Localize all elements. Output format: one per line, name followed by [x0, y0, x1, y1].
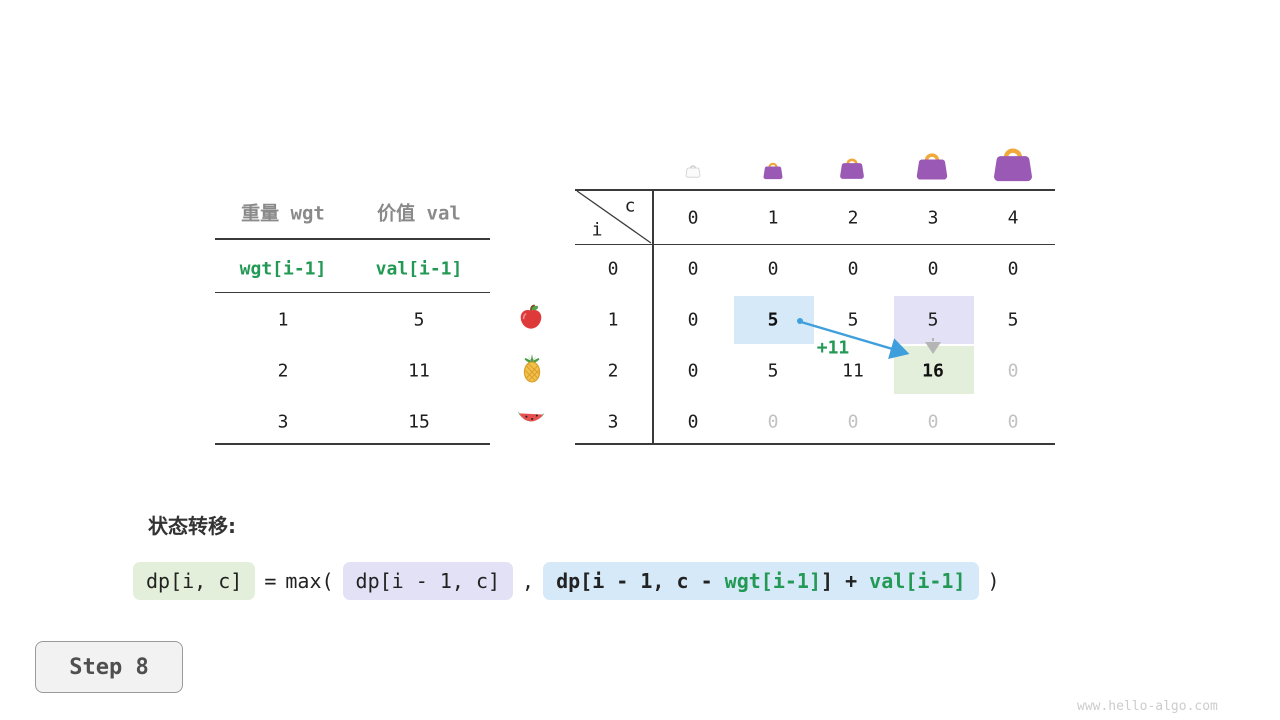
formula-take-part1: dp[i - 1, c -: [556, 569, 725, 593]
dp-corner-row-label: i: [591, 219, 603, 241]
formula-comma: ,: [522, 569, 535, 593]
items-cell-val-3: 15: [408, 411, 430, 433]
formula-chip-skip-option: dp[i - 1, c]: [342, 562, 514, 600]
items-table-line-bottom: [215, 443, 490, 445]
dp-cell-1-0: 0: [687, 309, 699, 331]
dp-cell-0-4: 0: [1007, 258, 1019, 280]
watermark: www.hello-algo.com: [1077, 699, 1218, 714]
items-cell-val-1: 5: [413, 309, 425, 331]
bag-icon-size-1: [762, 160, 784, 184]
dp-cell-2-0: 0: [687, 360, 699, 382]
dp-table-line-header: [575, 244, 1055, 245]
dp-cell-0-3: 0: [927, 258, 939, 280]
bag-icon-empty: [685, 163, 701, 182]
transition-formula: dp[i, c] = max( dp[i - 1, c] , dp[i - 1,…: [133, 558, 1000, 604]
dp-row-header-0: 0: [607, 258, 619, 280]
items-cell-wgt-3: 3: [277, 411, 289, 433]
items-header-value: 价值 val: [377, 202, 461, 225]
dp-cell-2-4: 0: [1007, 360, 1019, 382]
dp-cell-0-1: 0: [767, 258, 779, 280]
dp-cell-1-4: 5: [1007, 309, 1019, 331]
dp-cell-3-0: 0: [687, 411, 699, 433]
step-badge: Step 8: [35, 641, 183, 693]
formula-take-wgt: wgt[i-1]: [724, 569, 821, 593]
arrow-plus-value-label: +11: [816, 337, 850, 359]
dp-cell-0-0: 0: [687, 258, 699, 280]
corner-diagonal-line: [576, 190, 652, 244]
dp-col-header-2: 2: [847, 207, 859, 229]
items-formula-val: val[i-1]: [375, 258, 463, 280]
formula-max-open: max(: [285, 569, 334, 593]
items-header-weight: 重量 wgt: [241, 202, 325, 225]
dp-col-header-4: 4: [1007, 207, 1019, 229]
dp-row-header-1: 1: [607, 309, 619, 331]
formula-take-val: val[i-1]: [869, 569, 966, 593]
dp-col-header-1: 1: [767, 207, 779, 229]
bag-icon-size-3: [914, 149, 950, 185]
dp-table-line-top: [575, 189, 1055, 191]
dp-cell-3-4: 0: [1007, 411, 1019, 433]
apple-icon: [517, 303, 545, 335]
dp-cell-1-1: 5: [767, 309, 779, 331]
items-table-line-top: [215, 238, 490, 240]
formula-chip-dp-current: dp[i, c]: [133, 562, 256, 600]
items-cell-val-2: 11: [408, 360, 430, 382]
dp-cell-2-1: 5: [767, 360, 779, 382]
dp-row-header-2: 2: [607, 360, 619, 382]
watermelon-icon: [516, 406, 546, 436]
formula-close-paren: ): [987, 569, 1000, 593]
dp-cell-1-2: 5: [847, 309, 859, 331]
transition-heading: 状态转移:: [148, 514, 236, 538]
highlight-cell-purple: [894, 296, 974, 344]
dp-cell-2-3: 16: [922, 360, 944, 382]
dp-cell-3-3: 0: [927, 411, 939, 433]
formula-equals: =: [264, 569, 277, 593]
bag-icon-size-4: [991, 143, 1036, 187]
dp-cell-2-2: 11: [842, 360, 864, 382]
dp-row-header-3: 3: [607, 411, 619, 433]
items-formula-wgt: wgt[i-1]: [239, 258, 327, 280]
dp-col-header-0: 0: [687, 207, 699, 229]
dp-cell-0-2: 0: [847, 258, 859, 280]
items-cell-wgt-2: 2: [277, 360, 289, 382]
dp-cell-3-1: 0: [767, 411, 779, 433]
dp-col-header-3: 3: [927, 207, 939, 229]
items-table-line-mid: [215, 292, 490, 293]
dp-corner-col-label: c: [624, 195, 636, 217]
dp-table-line-vertical: [652, 189, 654, 445]
pineapple-icon: [518, 353, 546, 387]
items-cell-wgt-1: 1: [277, 309, 289, 331]
bag-icon-size-2: [838, 155, 866, 184]
dp-table-line-bottom: [575, 443, 1055, 445]
formula-take-part3: ] +: [821, 569, 870, 593]
formula-chip-take-option: dp[i - 1, c - wgt[i-1]] + val[i-1]: [543, 562, 979, 600]
dp-cell-3-2: 0: [847, 411, 859, 433]
dp-cell-1-3: 5: [927, 309, 939, 331]
